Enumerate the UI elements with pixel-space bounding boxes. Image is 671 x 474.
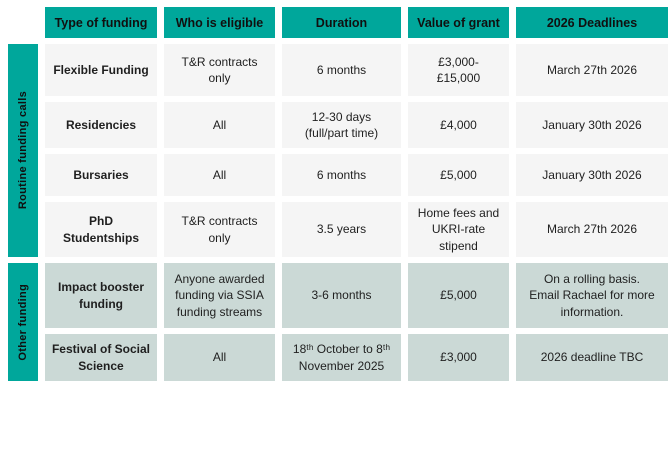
cell-duration: 6 months bbox=[282, 44, 401, 96]
row-group-label: Routine funding calls bbox=[17, 91, 29, 210]
column-header-value-of-grant: Value of grant bbox=[408, 7, 509, 38]
cell-type: Festival of Social Science bbox=[45, 334, 157, 381]
cell-duration: 3-6 months bbox=[282, 263, 401, 328]
cell-type: Bursaries bbox=[45, 154, 157, 196]
cell-value: £4,000 bbox=[408, 102, 509, 148]
cell-duration: 6 months bbox=[282, 154, 401, 196]
column-header-duration: Duration bbox=[282, 7, 401, 38]
cell-type: Residencies bbox=[45, 102, 157, 148]
cell-value: £5,000 bbox=[408, 154, 509, 196]
cell-value: Home fees and UKRI-rate stipend bbox=[408, 202, 509, 257]
row-group-label: Other funding bbox=[17, 283, 29, 361]
cell-deadline: On a rolling basis. Email Rachael for mo… bbox=[516, 263, 668, 328]
cell-value: £3,000- £15,000 bbox=[408, 44, 509, 96]
funding-table: Type of funding Who is eligible Duration… bbox=[8, 7, 668, 381]
cell-deadline: January 30th 2026 bbox=[516, 154, 668, 196]
cell-duration: 12-30 days (full/part time) bbox=[282, 102, 401, 148]
cell-value: £5,000 bbox=[408, 263, 509, 328]
column-header-who-is-eligible: Who is eligible bbox=[164, 7, 275, 38]
cell-eligible: All bbox=[164, 154, 275, 196]
column-header-type-of-funding: Type of funding bbox=[45, 7, 157, 38]
cell-deadline: March 27th 2026 bbox=[516, 44, 668, 96]
cell-deadline: March 27th 2026 bbox=[516, 202, 668, 257]
cell-eligible: All bbox=[164, 334, 275, 381]
cell-deadline: January 30th 2026 bbox=[516, 102, 668, 148]
cell-eligible: T&R contracts only bbox=[164, 202, 275, 257]
cell-deadline: 2026 deadline TBC bbox=[516, 334, 668, 381]
cell-type: PhD Studentships bbox=[45, 202, 157, 257]
cell-type: Impact booster funding bbox=[45, 263, 157, 328]
cell-eligible: Anyone awarded funding via SSIA funding … bbox=[164, 263, 275, 328]
cell-duration: 18ᵗʰ October to 8ᵗʰ November 2025 bbox=[282, 334, 401, 381]
cell-duration: 3.5 years bbox=[282, 202, 401, 257]
row-group-other-funding: Other funding bbox=[8, 263, 38, 381]
cell-eligible: T&R contracts only bbox=[164, 44, 275, 96]
column-header-2026-deadlines: 2026 Deadlines bbox=[516, 7, 668, 38]
cell-eligible: All bbox=[164, 102, 275, 148]
row-group-routine-funding-calls: Routine funding calls bbox=[8, 44, 38, 257]
cell-type: Flexible Funding bbox=[45, 44, 157, 96]
cell-value: £3,000 bbox=[408, 334, 509, 381]
